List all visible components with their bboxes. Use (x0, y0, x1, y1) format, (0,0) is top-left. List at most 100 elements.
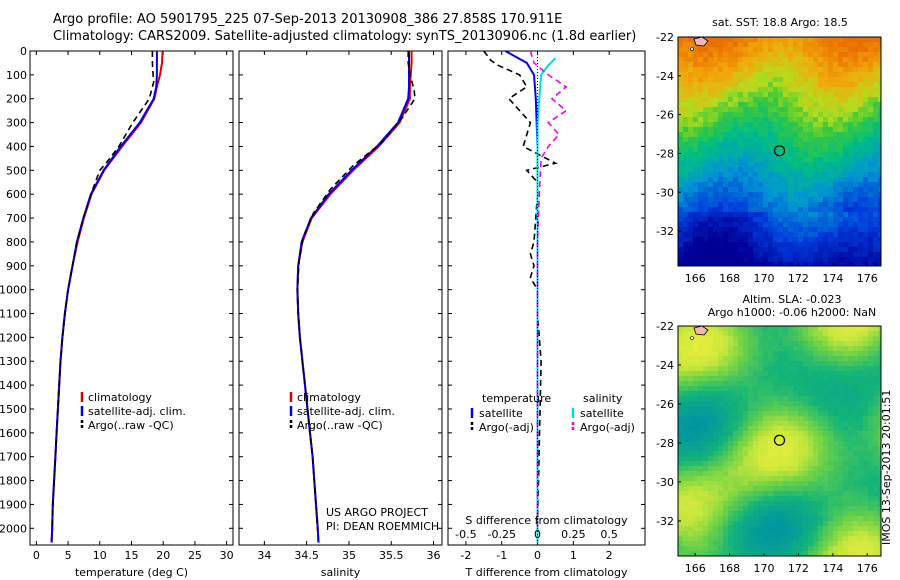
sst-map-cell (783, 157, 789, 163)
sst-map-cell (803, 172, 809, 178)
sla-map-cell (878, 386, 881, 392)
sla-map-cell (788, 376, 794, 382)
sst-map-cell (768, 117, 774, 123)
sst-map-cell (848, 47, 854, 53)
sla-map-cell (863, 466, 869, 472)
sst-map-cell (838, 127, 844, 133)
sst-map-cell (838, 187, 844, 193)
sst-map-cell (848, 247, 854, 253)
sla-map-cell (738, 471, 744, 477)
sst-map-cell (713, 57, 719, 63)
sst-map-cell (853, 77, 859, 83)
sla-map-cell (733, 501, 739, 507)
sst-map-cell (813, 62, 819, 68)
sst-map-cell (683, 112, 689, 118)
sst-map-cell (813, 92, 819, 98)
sla-map-cell (768, 356, 774, 362)
sla-map-cell (723, 496, 729, 502)
sst-map-cell (858, 207, 864, 213)
sla-map-cell (768, 401, 774, 407)
sst-map-cell (698, 77, 704, 83)
sla-map-cell (838, 396, 844, 402)
sla-map-cell (723, 381, 729, 387)
sst-map-cell (858, 232, 864, 238)
sla-map-cell (848, 391, 854, 397)
sst-map-cell (843, 147, 849, 153)
sst-map-cell (813, 187, 819, 193)
sla-map-cell (713, 521, 719, 527)
sst-map-cell (808, 47, 814, 53)
sst-map-cell (763, 117, 769, 123)
sla-map-cell (743, 376, 749, 382)
sla-map-cell (733, 326, 739, 332)
sla-map-cell (703, 471, 709, 477)
sla-map-cell (703, 466, 709, 472)
sst-map-cell (748, 207, 754, 213)
sla-map-cell (683, 331, 689, 337)
sla-map-cell (788, 531, 794, 537)
sla-map-cell (733, 551, 739, 556)
sla-map-cell (768, 436, 774, 442)
sla-map-cell (753, 461, 759, 467)
sst-map-cell (733, 67, 739, 73)
sst-map-cell (813, 117, 819, 123)
sla-map-cell (768, 381, 774, 387)
sst-map-cell (728, 122, 734, 128)
sst-map-cell (813, 67, 819, 73)
sst-map-cell (703, 42, 709, 48)
sla-map-cell (848, 526, 854, 532)
sst-map-cell (708, 187, 714, 193)
sst-map-cell (798, 227, 804, 233)
sla-map-cell (718, 486, 724, 492)
sst-map-cell (718, 57, 724, 63)
sst-map-cell (818, 257, 824, 263)
sla-map-cell (688, 461, 694, 467)
sst-map-cell (773, 52, 779, 58)
sla-map-cell (823, 386, 829, 392)
sst-map-cell (683, 62, 689, 68)
sla-map-ytick-label: -24 (656, 359, 674, 372)
sst-map-cell (813, 172, 819, 178)
sst-map-cell (708, 127, 714, 133)
sst-map-cell (763, 82, 769, 88)
sst-map-cell (788, 172, 794, 178)
sst-map-cell (778, 197, 784, 203)
sla-map-cell (703, 451, 709, 457)
sla-map-cell (778, 421, 784, 427)
sst-map-cell (693, 102, 699, 108)
sst-map-cell (683, 77, 689, 83)
sla-map-cell (748, 541, 754, 547)
sst-map-cell (773, 102, 779, 108)
sla-map-cell (878, 466, 881, 472)
sla-map-cell (778, 541, 784, 547)
sla-map-cell (818, 516, 824, 522)
sla-map-cell (788, 496, 794, 502)
sst-map-cell (748, 132, 754, 138)
temperature-legend-label: satellite-adj. clim. (88, 405, 186, 418)
sst-map-cell (788, 197, 794, 203)
sla-map-cell (713, 471, 719, 477)
sst-map-cell (803, 247, 809, 253)
sst-map-cell (828, 77, 834, 83)
sla-map-cell (678, 546, 684, 552)
sla-map-cell (708, 341, 714, 347)
sst-map-cell (848, 82, 854, 88)
sst-map-cell (738, 52, 744, 58)
sla-map-cell (753, 441, 759, 447)
sst-map-cell (788, 62, 794, 68)
sst-map-cell (873, 237, 879, 243)
sst-map-cell (703, 232, 709, 238)
sst-map-cell (793, 127, 799, 133)
sst-map-cell (863, 42, 869, 48)
sst-map-cell (778, 247, 784, 253)
sst-map-cell (778, 142, 784, 148)
sst-map-cell (803, 142, 809, 148)
sst-map-cell (778, 137, 784, 143)
sla-map-cell (863, 356, 869, 362)
sla-map-cell (878, 536, 881, 542)
sla-map-cell (753, 396, 759, 402)
sla-map-cell (803, 391, 809, 397)
sst-map-cell (733, 247, 739, 253)
sla-map-cell (723, 326, 729, 332)
sla-map-cell (788, 421, 794, 427)
